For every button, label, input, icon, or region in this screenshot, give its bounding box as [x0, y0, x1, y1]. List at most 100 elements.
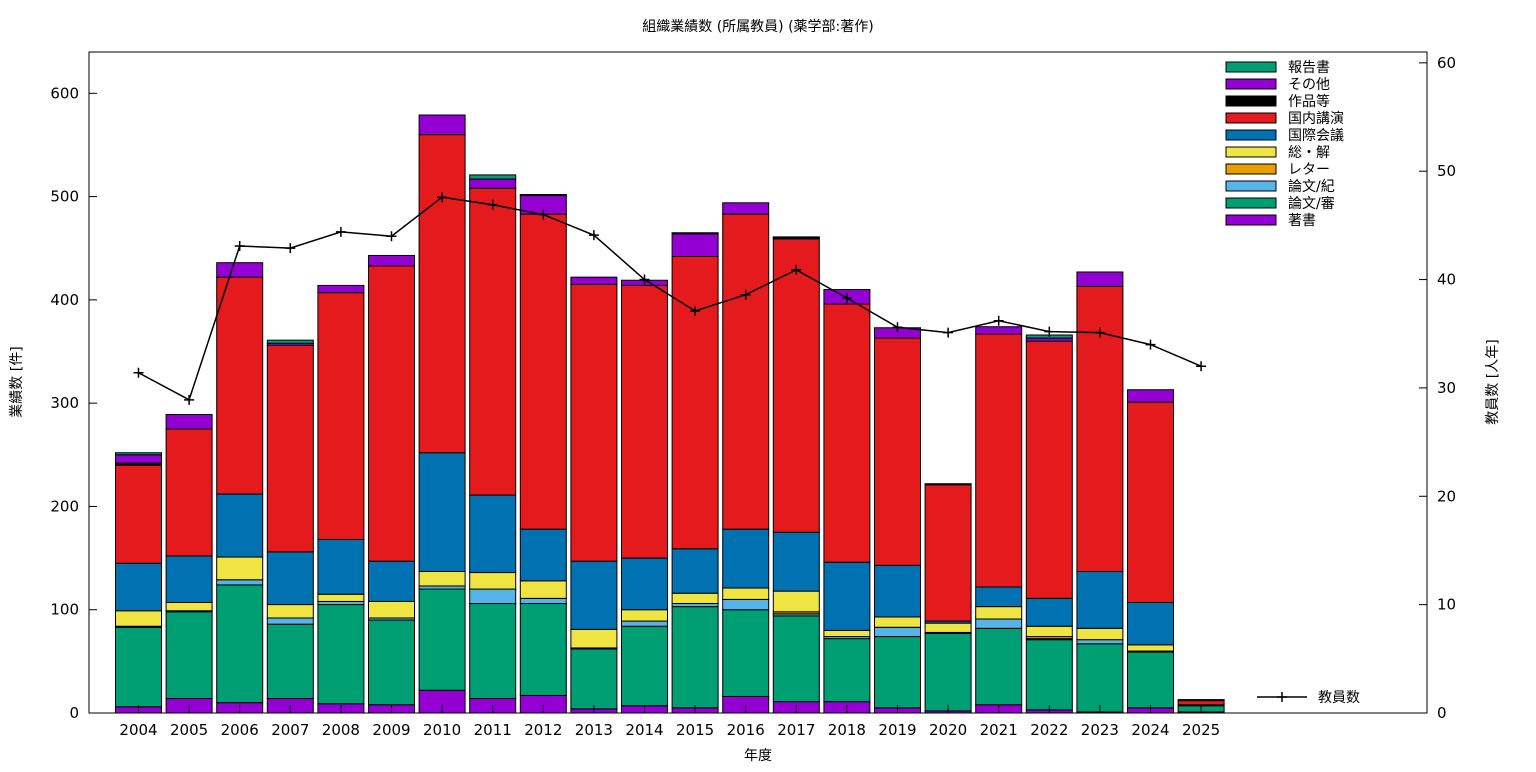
x-tick-label-2008: 2008: [322, 721, 360, 739]
bar-segment-2022-4: [1025, 625, 1073, 638]
bar-segment-2017-6: [772, 238, 820, 533]
line-point-2015: [690, 305, 701, 316]
bar-segment-2008-6: [317, 292, 365, 540]
bar-segment-2005-1: [165, 611, 213, 700]
bar-segment-2007-1: [266, 623, 314, 700]
line-layer: [133, 192, 1207, 405]
bar-segment-2006-6: [216, 276, 264, 495]
legend-label-6: レター: [1288, 162, 1330, 178]
bar-segment-2016-2: [722, 598, 770, 611]
line-faculty-count: [138, 196, 1202, 401]
x-tick-label-2017: 2017: [777, 721, 815, 739]
bar-segment-2024-6: [1127, 401, 1174, 603]
bar-segment-2015-4: [671, 592, 719, 605]
bar-segment-2013-1: [570, 648, 618, 710]
bar-segment-2023-4: [1076, 627, 1124, 641]
x-tick-label-2007: 2007: [271, 721, 309, 739]
line-point-2019: [892, 322, 903, 333]
bar-segment-2021-4: [975, 606, 1023, 620]
bar-segment-2004-5: [115, 562, 162, 612]
legend-label-8: 論文/審: [1288, 196, 1335, 212]
bar-segment-2004-1: [115, 626, 162, 708]
x-tick-label-2014: 2014: [625, 721, 663, 739]
legend-label-line: 教員数: [1318, 690, 1360, 706]
bar-segment-2014-1: [621, 625, 668, 707]
y2-axis-ticks: 0 10 20 30 40 50 60: [1419, 54, 1456, 722]
y2-tick-label-0: 0: [1437, 704, 1447, 722]
bar-segment-2010-4: [418, 571, 466, 587]
bar-segment-2012-6: [519, 213, 567, 530]
bar-segment-2021-6: [975, 333, 1023, 588]
line-point-2012: [538, 209, 549, 220]
bar-segment-2011-1: [469, 603, 517, 700]
line-point-2007: [285, 243, 296, 254]
bar-segment-2005-8: [165, 414, 213, 430]
x-tick-label-2024: 2024: [1131, 721, 1169, 739]
y2-tick-label-50: 50: [1437, 162, 1456, 180]
y-tick-label-400: 400: [50, 291, 79, 309]
x-tick-label-2016: 2016: [727, 721, 765, 739]
legend-swatch-9: [1225, 214, 1277, 226]
line-point-2013: [588, 230, 599, 241]
line-point-2024: [1145, 339, 1156, 350]
x-tick-label-2023: 2023: [1081, 721, 1119, 739]
bar-segment-2016-1: [722, 609, 770, 697]
bars-layer: [115, 114, 1225, 714]
bar-segment-2022-5: [1025, 597, 1073, 627]
bar-segment-2017-1: [772, 615, 820, 703]
bar-segment-2017-5: [772, 531, 820, 592]
bar-segment-2013-8: [570, 276, 618, 285]
bar-segment-2007-2: [266, 617, 314, 625]
bar-segment-2014-6: [621, 284, 668, 559]
bar-segment-2004-4: [115, 610, 162, 627]
y2-axis-label: 教員数 [人年]: [1485, 339, 1501, 424]
bar-segment-2010-5: [418, 452, 466, 573]
x-tick-label-2019: 2019: [878, 721, 916, 739]
bar-segment-2014-4: [621, 609, 668, 622]
chart-title: 組織業績数 (所属教員) (薬学部:著作): [642, 19, 873, 35]
bar-segment-2008-8: [317, 284, 365, 294]
line-point-2017: [791, 264, 802, 275]
bar-segment-2024-4: [1127, 644, 1174, 652]
bar-segment-2020-7: [924, 483, 972, 486]
legend-swatch-4: [1225, 129, 1277, 141]
x-tick-label-2018: 2018: [828, 721, 866, 739]
bar-segment-2010-1: [418, 588, 466, 691]
bar-segment-2015-9: [671, 232, 719, 235]
bar-segment-2015-1: [671, 606, 719, 709]
y-axis-label: 業績数 [件]: [9, 346, 25, 417]
legend-swatch-2: [1225, 95, 1277, 107]
bar-segment-2013-4: [570, 628, 618, 649]
bar-segment-2014-2: [621, 620, 668, 627]
x-tick-label-2009: 2009: [372, 721, 410, 739]
bar-segment-2016-6: [722, 213, 770, 530]
bar-segment-2005-4: [165, 601, 213, 612]
x-tick-label-2015: 2015: [676, 721, 714, 739]
bar-segment-2006-4: [216, 556, 264, 581]
bar-segment-2021-2: [975, 618, 1023, 629]
bar-segment-2011-9: [469, 174, 517, 180]
legend-label-0: 報告書: [1288, 60, 1330, 76]
bar-segment-2012-1: [519, 603, 567, 696]
x-tick-label-2020: 2020: [929, 721, 967, 739]
bar-segment-2012-9: [519, 194, 567, 197]
bar-segment-2023-1: [1076, 643, 1124, 713]
legend-swatch-7: [1225, 180, 1277, 192]
legend-label-1: その他: [1288, 77, 1330, 93]
bar-segment-2008-5: [317, 538, 365, 595]
bar-segment-2019-4: [874, 616, 921, 628]
bar-segment-2006-1: [216, 584, 264, 704]
bar-segment-2012-4: [519, 580, 567, 599]
legend-label-3: 国内講演: [1288, 111, 1344, 127]
line-point-2011: [487, 199, 498, 210]
bar-segment-2023-5: [1076, 571, 1124, 629]
bar-segment-2022-6: [1025, 340, 1073, 599]
y2-tick-label-10: 10: [1437, 596, 1456, 614]
line-point-2005: [184, 394, 195, 405]
y-axis-ticks: 0 100 200 300 400 500 600: [50, 84, 97, 722]
y-tick-label-300: 300: [50, 394, 79, 412]
bar-segment-2006-2: [216, 579, 264, 586]
